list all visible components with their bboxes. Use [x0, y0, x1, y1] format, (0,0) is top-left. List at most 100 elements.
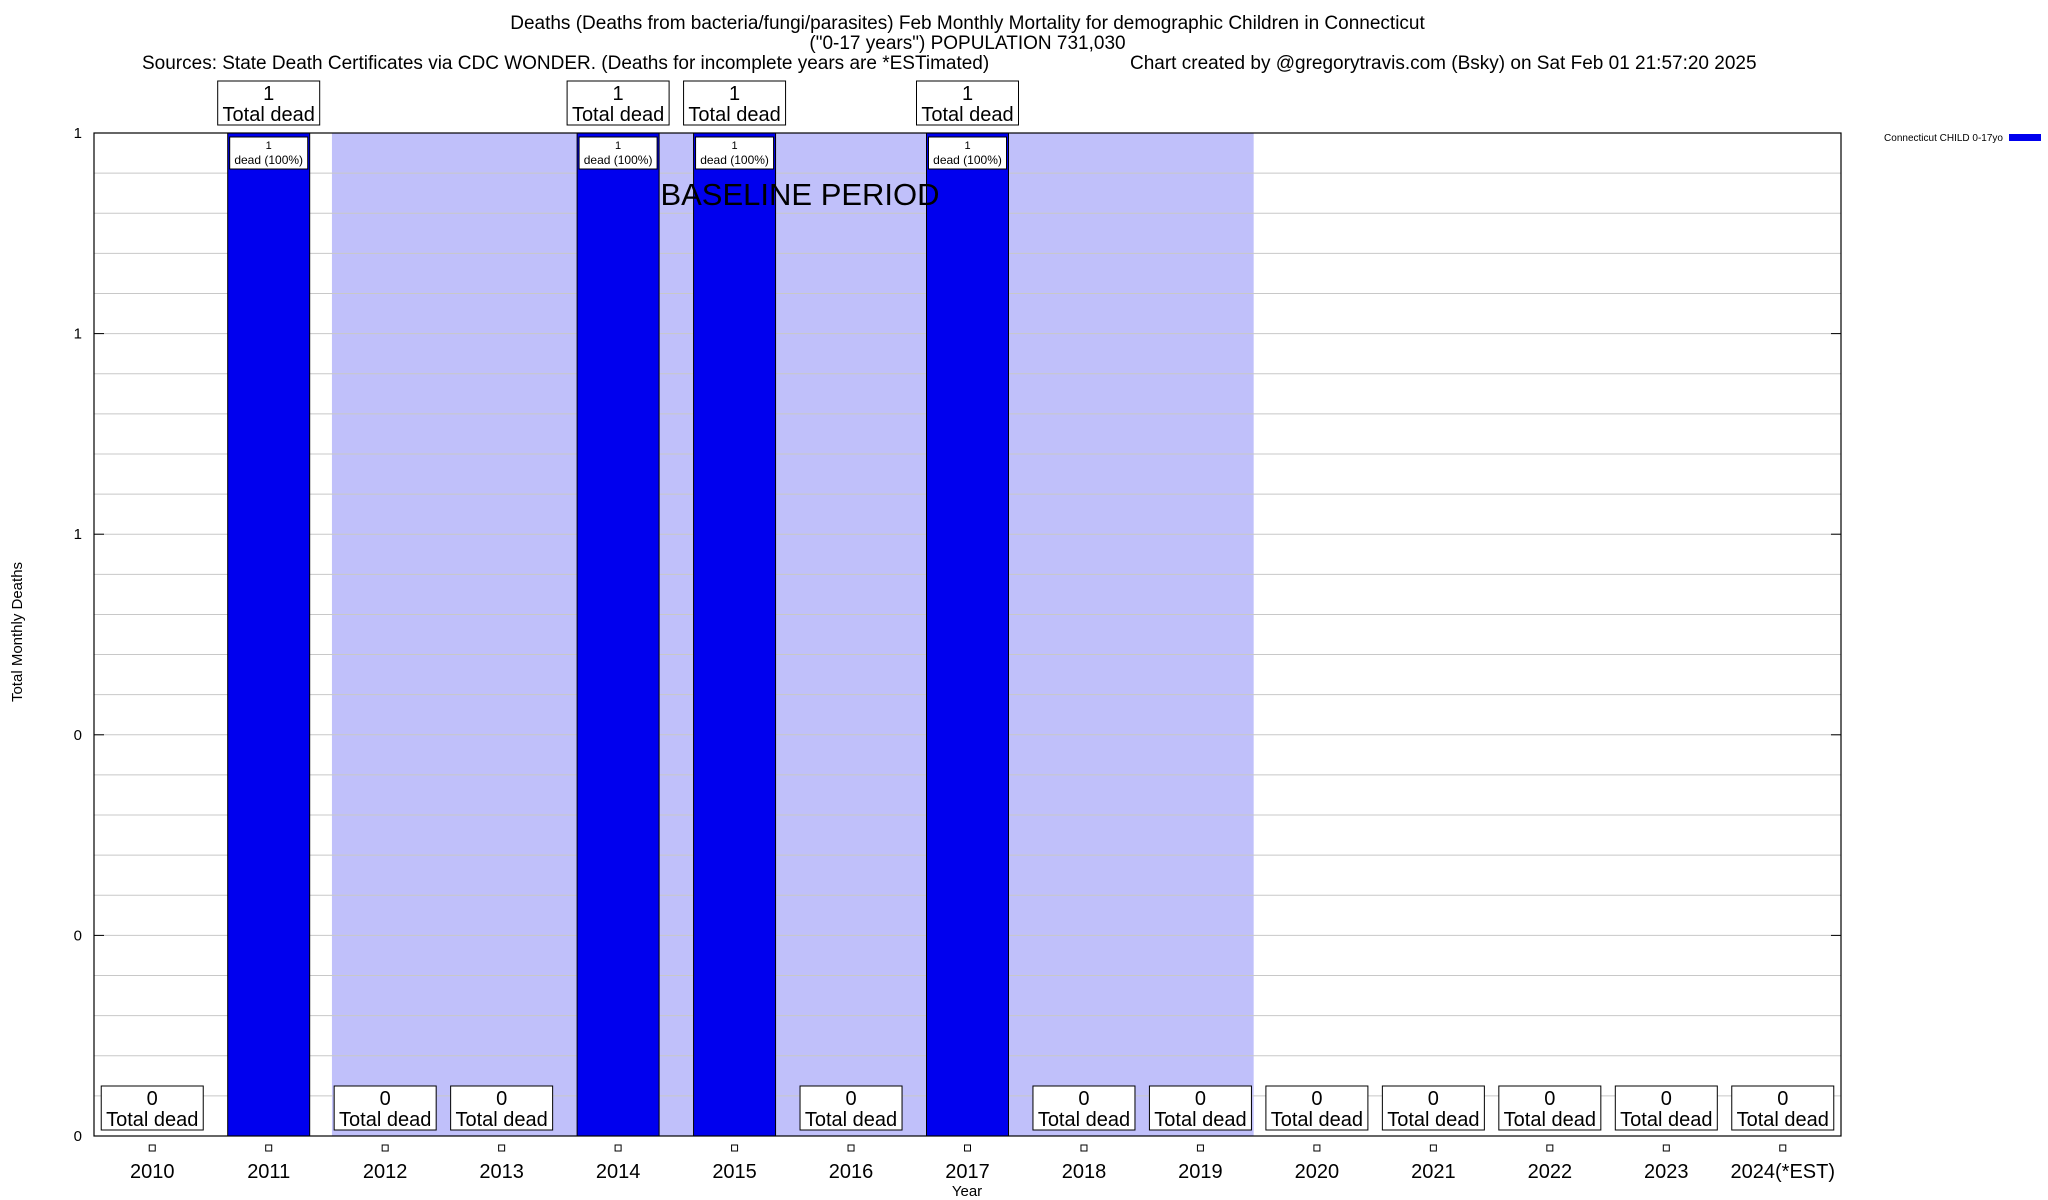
total-label-box [1614, 1085, 1718, 1131]
total-label-text: Total dead [1154, 1109, 1246, 1131]
x-tick-label: 2011 [247, 1161, 290, 1183]
inner-label-text: dead (100%) [584, 153, 653, 167]
inner-label-number: 1 [732, 140, 738, 152]
x-tick-marker [381, 1144, 389, 1152]
total-label-text: Total dead [805, 1109, 897, 1131]
x-tick-label: 2014 [596, 1161, 641, 1183]
total-label-number: 0 [147, 1088, 158, 1110]
x-tick-marker [1313, 1144, 1321, 1152]
y-tick-label: 0 [74, 1128, 82, 1145]
y-tick-label: 1 [74, 125, 82, 142]
total-label-number: 0 [1311, 1088, 1322, 1110]
x-tick-marker [1779, 1144, 1787, 1152]
bar-2011 [227, 132, 311, 1137]
total-label-number: 0 [380, 1088, 391, 1110]
total-label-box [1498, 1085, 1602, 1131]
total-label-text: Total dead [1387, 1109, 1479, 1131]
total-label-number: 1 [962, 83, 973, 105]
total-label-text: Total dead [1271, 1109, 1363, 1131]
x-tick-marker [1429, 1144, 1437, 1152]
x-tick-label: 2019 [1178, 1161, 1223, 1183]
total-label-number: 1 [613, 83, 624, 105]
x-tick-label: 2016 [829, 1161, 874, 1183]
inner-label-text: dead (100%) [933, 153, 1002, 167]
total-label-box [799, 1085, 903, 1131]
chart-credit: Chart created by @gregorytravis.com (Bsk… [1130, 53, 1757, 74]
total-label-box [1265, 1085, 1369, 1131]
total-label-number: 0 [1078, 1088, 1089, 1110]
total-label-box [100, 1085, 204, 1131]
total-label-box [1032, 1085, 1136, 1131]
bar-2015 [693, 132, 777, 1137]
total-label-box [566, 80, 670, 126]
total-label-text: Total dead [339, 1109, 431, 1131]
total-label-text: Total dead [1737, 1109, 1829, 1131]
x-tick-label: 2018 [1062, 1161, 1107, 1183]
chart-title: Deaths (Deaths from bacteria/fungi/paras… [510, 13, 1425, 34]
total-label-box [333, 1085, 437, 1131]
x-tick-marker [731, 1144, 739, 1152]
y-tick-label: 1 [74, 526, 82, 543]
total-label-number: 0 [1428, 1088, 1439, 1110]
x-tick-marker [1196, 1144, 1204, 1152]
y-tick-label: 0 [74, 727, 82, 744]
chart-subtitle: ("0-17 years") POPULATION 731,030 [809, 33, 1126, 54]
x-tick-marker [498, 1144, 506, 1152]
total-label-text: Total dead [223, 104, 315, 126]
x-tick-label: 2024(*EST) [1731, 1161, 1836, 1183]
total-label-box [217, 80, 321, 126]
chart-sources: Sources: State Death Certificates via CD… [142, 53, 990, 74]
total-label-box [450, 1085, 554, 1131]
total-label-box [1731, 1085, 1835, 1131]
total-label-text: Total dead [1504, 1109, 1596, 1131]
total-label-text: Total dead [1620, 1109, 1712, 1131]
inner-label-box [229, 136, 309, 170]
total-label-box [916, 80, 1019, 126]
x-tick-label: 2022 [1528, 1161, 1573, 1183]
inner-label-box [928, 136, 1007, 170]
bar-2017 [926, 132, 1009, 1137]
total-label-number: 0 [496, 1088, 507, 1110]
x-tick-label: 2023 [1644, 1161, 1689, 1183]
y-tick-label: 0 [74, 927, 82, 944]
x-tick-label: 2017 [945, 1161, 990, 1183]
plot-frame [93, 132, 1842, 1137]
inner-label-text: dead (100%) [700, 153, 769, 167]
total-label-number: 0 [845, 1088, 856, 1110]
total-label-box [683, 80, 787, 126]
total-label-text: Total dead [1038, 1109, 1130, 1131]
total-label-number: 0 [1777, 1088, 1788, 1110]
inner-label-number: 1 [964, 140, 970, 152]
x-tick-marker [1662, 1144, 1670, 1152]
y-axis-title: Total Monthly Deaths [9, 562, 26, 702]
bar-2014 [576, 132, 660, 1137]
x-axis-title: Year [952, 1183, 982, 1200]
x-tick-marker [148, 1144, 156, 1152]
inner-label-box [578, 136, 658, 170]
x-tick-marker [265, 1144, 273, 1152]
total-label-box [1381, 1085, 1485, 1131]
x-tick-marker [1080, 1144, 1088, 1152]
total-label-number: 1 [729, 83, 740, 105]
x-tick-label: 2010 [130, 1161, 175, 1183]
total-label-box [1148, 1085, 1252, 1131]
inner-label-box [695, 136, 775, 170]
total-label-number: 0 [1661, 1088, 1672, 1110]
x-tick-label: 2012 [363, 1161, 408, 1183]
x-tick-marker [964, 1144, 971, 1152]
x-tick-label: 2020 [1295, 1161, 1340, 1183]
y-tick-label: 1 [74, 326, 82, 343]
inner-label-text: dead (100%) [234, 153, 303, 167]
total-label-text: Total dead [921, 104, 1013, 126]
baseline-period-band [331, 133, 1254, 1136]
total-label-text: Total dead [455, 1109, 547, 1131]
total-label-number: 1 [263, 83, 274, 105]
legend-swatch [2009, 134, 2041, 141]
total-label-text: Total dead [106, 1109, 198, 1131]
legend-label: Connecticut CHILD 0-17yo [1884, 133, 2003, 144]
x-tick-marker [1546, 1144, 1554, 1152]
x-tick-label: 2021 [1411, 1161, 1456, 1183]
total-label-text: Total dead [688, 104, 780, 126]
x-tick-marker [614, 1144, 622, 1152]
